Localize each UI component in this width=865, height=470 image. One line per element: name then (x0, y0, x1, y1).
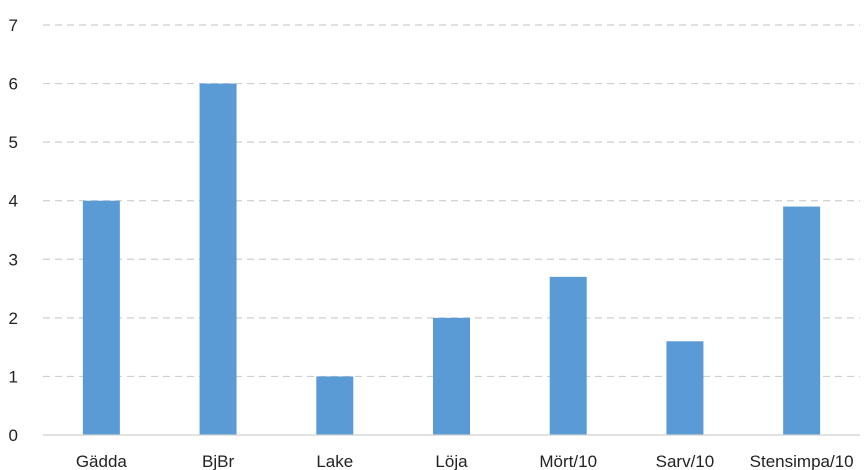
x-tick-label: Gädda (76, 452, 128, 470)
y-tick-label: 4 (9, 192, 18, 211)
bar-5 (666, 341, 704, 435)
y-tick-label: 0 (9, 426, 18, 445)
x-tick-label: Mört/10 (539, 452, 597, 470)
bar-3 (433, 317, 470, 435)
bar-0 (82, 200, 120, 435)
bar-4 (549, 276, 587, 435)
bar-2 (316, 376, 354, 435)
y-tick-label: 5 (9, 133, 18, 152)
y-axis-ticks: 0 1 2 3 4 5 6 7 (9, 16, 18, 445)
y-tick-label: 6 (9, 75, 18, 94)
x-tick-label: Sarv/10 (656, 452, 715, 470)
y-tick-label: 1 (9, 367, 18, 386)
bar-6 (783, 206, 821, 435)
y-tick-label: 7 (9, 16, 18, 35)
x-tick-label: Löja (435, 452, 468, 470)
bar-1 (199, 83, 237, 436)
x-tick-label: Lake (316, 452, 353, 470)
y-tick-label: 3 (9, 250, 18, 269)
x-tick-label: BjBr (202, 452, 234, 470)
bars (82, 83, 821, 436)
x-tick-label: Stensimpa/10 (750, 452, 854, 470)
y-tick-label: 2 (9, 309, 18, 328)
x-axis-ticks: Gädda BjBr Lake Löja Mört/10 Sarv/10 Stensimpa… (76, 452, 854, 470)
